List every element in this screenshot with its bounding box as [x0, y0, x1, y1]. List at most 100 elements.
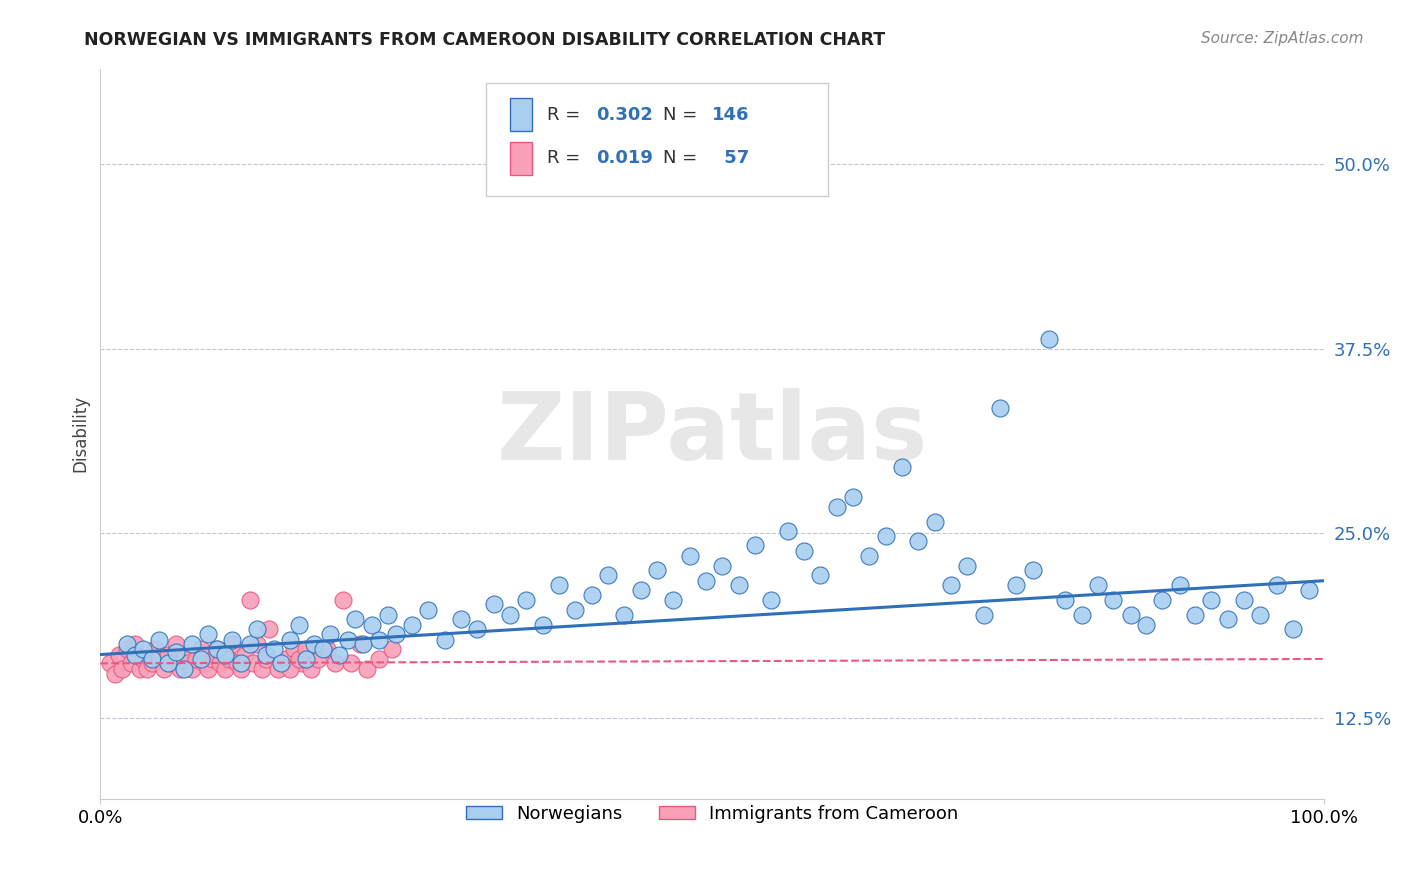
- Point: [842, 490, 865, 504]
- Point: [315, 641, 337, 656]
- Point: [120, 657, 142, 671]
- Point: [239, 593, 262, 607]
- Point: [98, 657, 121, 671]
- Point: [499, 607, 522, 622]
- Point: [319, 627, 342, 641]
- Point: [465, 623, 488, 637]
- Point: [148, 632, 170, 647]
- Point: [907, 533, 929, 548]
- Point: [165, 637, 187, 651]
- Point: [956, 558, 979, 573]
- Point: [450, 612, 472, 626]
- Point: [299, 662, 322, 676]
- Point: [793, 544, 815, 558]
- Point: [564, 603, 586, 617]
- Point: [233, 648, 256, 662]
- FancyBboxPatch shape: [510, 142, 533, 175]
- Point: [1135, 618, 1157, 632]
- Point: [173, 652, 195, 666]
- Point: [484, 598, 506, 612]
- Point: [1218, 612, 1240, 626]
- Point: [190, 652, 212, 666]
- Text: N =: N =: [664, 149, 703, 168]
- Point: [173, 662, 195, 676]
- Text: Source: ZipAtlas.com: Source: ZipAtlas.com: [1201, 31, 1364, 46]
- Point: [148, 652, 170, 666]
- Point: [1152, 593, 1174, 607]
- Point: [141, 652, 163, 666]
- Point: [153, 662, 176, 676]
- Point: [377, 607, 399, 622]
- Point: [197, 662, 219, 676]
- Text: 0.019: 0.019: [596, 149, 652, 168]
- Point: [295, 652, 318, 666]
- Point: [385, 627, 408, 641]
- Point: [939, 578, 962, 592]
- Point: [181, 662, 204, 676]
- Point: [548, 578, 571, 592]
- Point: [343, 612, 366, 626]
- Point: [117, 637, 139, 651]
- Point: [380, 641, 402, 656]
- FancyBboxPatch shape: [510, 98, 533, 131]
- Point: [295, 641, 318, 656]
- Point: [250, 662, 273, 676]
- Point: [257, 623, 280, 637]
- Point: [201, 652, 224, 666]
- Point: [1282, 623, 1305, 637]
- Point: [197, 627, 219, 641]
- Point: [368, 632, 391, 647]
- Point: [323, 657, 346, 671]
- Point: [531, 618, 554, 632]
- Legend: Norwegians, Immigrants from Cameroon: Norwegians, Immigrants from Cameroon: [458, 798, 966, 830]
- Point: [759, 593, 782, 607]
- Point: [336, 632, 359, 647]
- Text: 57: 57: [718, 149, 749, 168]
- Point: [135, 662, 157, 676]
- Point: [145, 641, 167, 656]
- Point: [1102, 593, 1125, 607]
- Point: [221, 632, 243, 647]
- Point: [662, 593, 685, 607]
- Text: N =: N =: [664, 105, 703, 124]
- Point: [710, 558, 733, 573]
- Point: [1021, 563, 1043, 577]
- Point: [349, 637, 371, 651]
- Point: [291, 657, 314, 671]
- Point: [214, 648, 236, 662]
- Point: [242, 657, 264, 671]
- Point: [418, 603, 440, 617]
- Point: [177, 657, 200, 671]
- Point: [283, 641, 305, 656]
- Point: [1087, 578, 1109, 592]
- Point: [287, 618, 309, 632]
- Point: [184, 652, 207, 666]
- Point: [858, 549, 880, 563]
- Point: [1119, 607, 1142, 622]
- Point: [263, 641, 285, 656]
- Point: [160, 657, 183, 671]
- Point: [229, 657, 252, 671]
- Point: [218, 652, 240, 666]
- Point: [205, 641, 228, 656]
- Point: [875, 529, 897, 543]
- Point: [332, 593, 354, 607]
- Point: [679, 549, 702, 563]
- Text: ZIPatlas: ZIPatlas: [496, 388, 928, 480]
- Point: [361, 618, 384, 632]
- Point: [808, 567, 831, 582]
- Point: [401, 618, 423, 632]
- Point: [613, 607, 636, 622]
- Point: [307, 652, 329, 666]
- Point: [1201, 593, 1223, 607]
- Point: [169, 662, 191, 676]
- Text: 146: 146: [711, 105, 749, 124]
- Point: [181, 637, 204, 651]
- Point: [825, 500, 848, 514]
- Point: [304, 637, 326, 651]
- Point: [278, 632, 301, 647]
- Point: [312, 641, 335, 656]
- Point: [1298, 582, 1320, 597]
- Y-axis label: Disability: Disability: [72, 395, 89, 473]
- Point: [205, 641, 228, 656]
